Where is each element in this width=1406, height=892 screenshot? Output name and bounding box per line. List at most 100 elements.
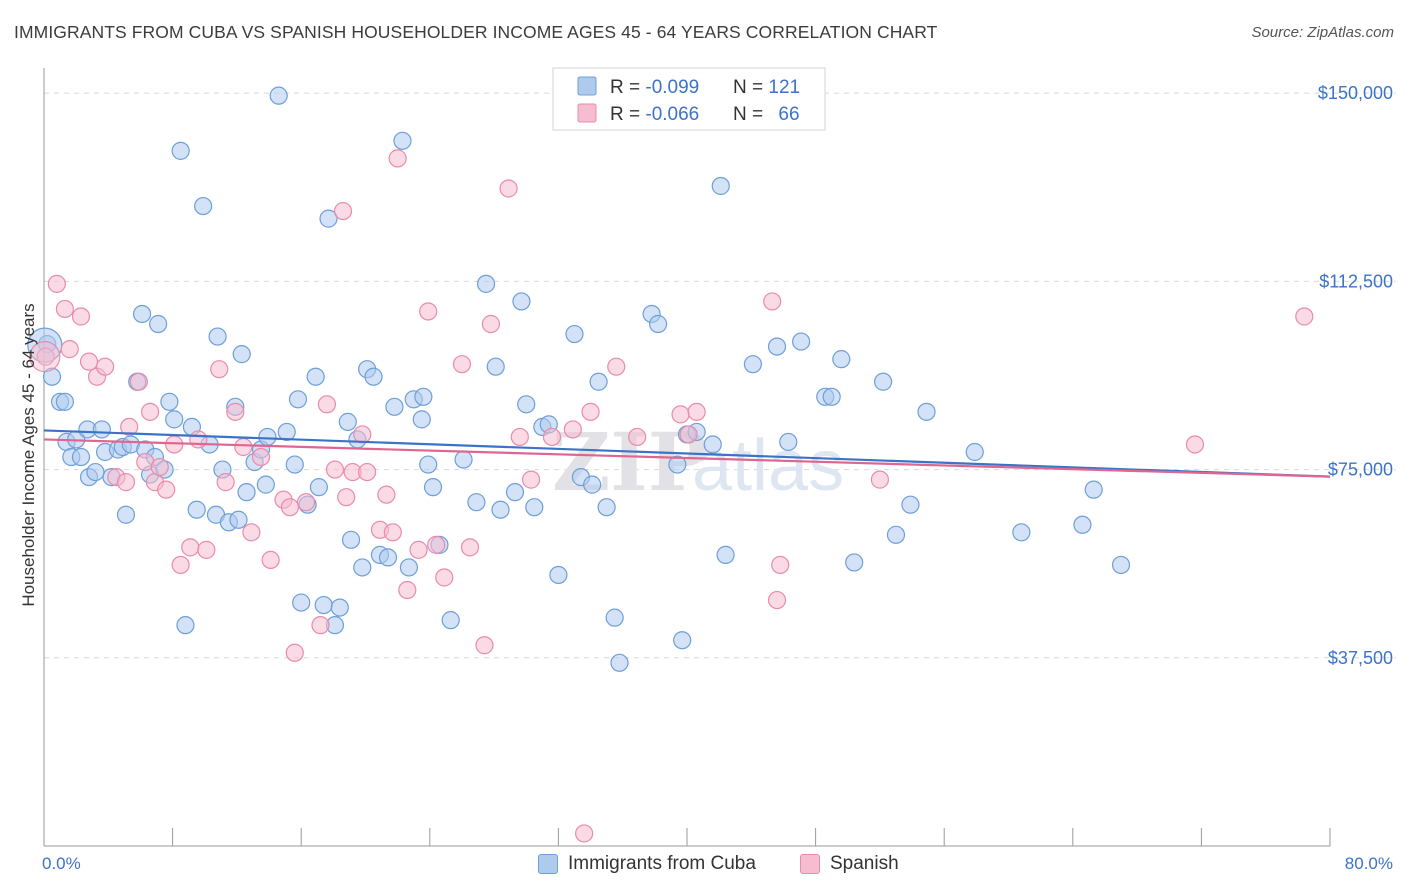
legend-n-label: N = [733,77,768,98]
cuba-point [412,410,431,429]
spanish-point [285,643,304,662]
spanish-point [242,523,261,542]
cuba-point [419,455,438,474]
spanish-point [475,636,494,655]
cuba-point [319,209,338,228]
cuba-point [86,462,105,482]
cuba-point [1012,523,1031,542]
spanish-point [280,498,300,517]
spanish-point [398,580,417,600]
series-cuba-points [27,86,1131,672]
svg-text:N = 121: N = 121 [733,77,800,98]
spanish-point [79,352,99,371]
spanish-point [234,437,253,457]
cuba-point [393,131,412,150]
legend-row-spanish: R = -0.066 N = 66 [577,103,800,125]
cuba-point [237,483,256,502]
cuba-point [306,367,325,386]
cuba-point [309,478,328,497]
spanish-point [333,201,353,221]
cuba-point [176,616,195,635]
axes [43,68,1331,847]
trend-lines [43,429,1331,478]
cuba-point [822,387,841,406]
spanish-point [189,430,208,449]
cuba-point [832,350,851,369]
cuba-point [610,653,629,672]
spanish-point [251,447,271,467]
cuba-point [965,442,984,462]
spanish-point [575,824,594,843]
spanish-point [563,420,582,439]
spanish-point [771,555,790,575]
spanish-point [47,274,66,293]
cuba-point [1084,480,1103,499]
spanish-point [435,568,454,587]
y-axis-label: Householder Income Ages 45 - 64 years [19,303,38,606]
spanish-point [460,538,480,557]
legend-n-value-cuba: 121 [768,77,800,98]
spanish-point [29,341,61,373]
spanish-point [71,307,91,326]
spanish-point [499,179,518,198]
spanish-point [157,480,176,499]
cuba-point [414,387,433,406]
y-tick-label: $150,000 [1318,83,1393,103]
cuba-point [917,402,936,421]
cuba-point [845,553,864,572]
cuba-point [1111,555,1131,575]
legend-item-spanish[interactable]: Spanish [800,853,899,875]
legend-n-value-spanish: 66 [778,104,799,125]
cuba-point [55,392,74,411]
spanish-point [216,473,235,492]
cuba-point [42,367,62,386]
spanish-point [388,149,407,168]
cuba-point [232,345,251,364]
x-tick-label-min: 0.0% [42,854,81,873]
spanish-point [150,457,169,477]
spanish-point [317,395,337,414]
cuba-point [491,500,510,519]
cuba-point [378,548,398,567]
spanish-point [95,357,115,376]
spanish-point [481,314,500,334]
spanish-point [197,540,216,559]
spanish-point [510,427,529,447]
cuba-point [288,390,308,409]
spanish-point [311,616,330,635]
cuba-point [505,483,525,502]
spanish-point [181,538,200,557]
cuba-point [605,608,624,627]
cuba-point [874,372,893,391]
cuba-point [132,304,152,324]
spanish-point [767,590,787,610]
trend-line-cuba [43,429,1331,478]
spanish-point [427,535,446,554]
spanish-point [210,360,229,379]
cuba-point [314,595,333,615]
spanish-point [353,425,372,444]
spanish-point [1185,435,1205,454]
spanish-point [226,402,245,421]
y-tick-label: $75,000 [1328,460,1393,480]
spanish-point [120,417,139,437]
spanish-point [671,405,690,424]
cuba-point [673,631,692,650]
spanish-point [687,402,706,421]
trend-line-spanish [43,438,1331,478]
cuba-point [171,141,190,160]
cuba-point [549,565,568,585]
cuba-point [716,545,735,564]
spanish-point [325,460,345,479]
legend-row-cuba: R = -0.099 N = 121 [577,76,800,98]
y-tick-label: $112,500 [1319,271,1393,291]
spanish-point [60,340,79,359]
spanish-point [140,402,160,421]
cuba-point [292,593,311,612]
cuba-point [792,332,811,351]
cuba-point [187,500,206,519]
cuba-point [165,410,184,429]
cuba-point [160,392,179,411]
legend-item-cuba[interactable]: Immigrants from Cuba [538,853,756,875]
chart-title: IMMIGRANTS FROM CUBA VS SPANISH HOUSEHOL… [14,22,938,42]
